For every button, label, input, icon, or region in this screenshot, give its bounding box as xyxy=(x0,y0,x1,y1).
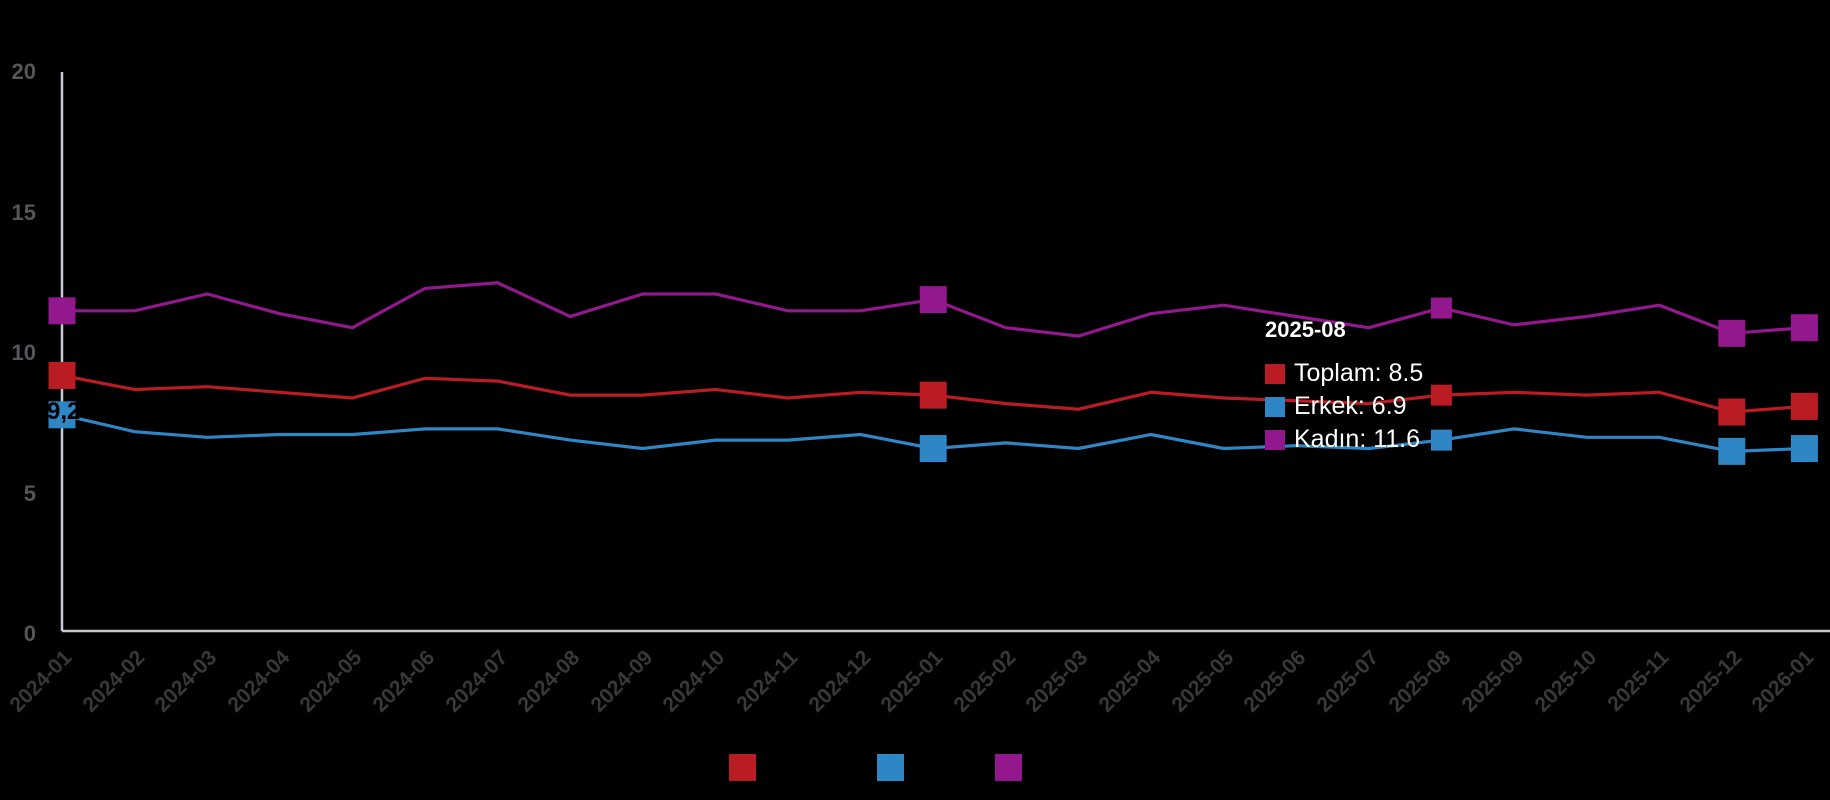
marker-erkek-2026-01[interactable] xyxy=(1790,435,1818,463)
legend-toplam-swatch-icon xyxy=(729,754,756,781)
legend-item-erkek[interactable]: Erkek xyxy=(877,754,973,781)
tooltip-value-kadin: Kadın: 11.6 xyxy=(1294,425,1421,453)
legend-item-kadin[interactable]: Kadın xyxy=(995,754,1093,781)
marker-erkek-2024-01[interactable] xyxy=(48,401,76,429)
legend-kadin-swatch-icon xyxy=(995,754,1022,781)
legend-label-toplam: Toplam xyxy=(764,754,842,781)
marker-kadın-2025-12[interactable] xyxy=(1718,319,1746,347)
hover-marker-kadın-2025-08[interactable] xyxy=(1430,297,1452,319)
y-axis-label-20: 20 xyxy=(11,59,36,84)
legend-label-kadin: Kadın xyxy=(1030,754,1093,781)
marker-kadın-2024-01[interactable] xyxy=(48,297,76,325)
y-axis-label-0: 0 xyxy=(23,621,36,646)
hover-marker-erkek-2025-08[interactable] xyxy=(1430,429,1452,451)
legend-label-erkek: Erkek xyxy=(912,754,974,781)
marker-kadın-2025-01[interactable] xyxy=(919,286,947,314)
erkek-series-swatch-icon xyxy=(1265,396,1285,417)
y-axis-label-10: 10 xyxy=(11,340,36,365)
marker-toplam-2025-01[interactable] xyxy=(919,381,947,409)
toplam-series-swatch-icon xyxy=(1265,363,1285,384)
marker-kadın-2026-01[interactable] xyxy=(1790,314,1818,342)
marker-toplam-2024-01[interactable] xyxy=(48,361,76,389)
y-axis-label-5: 5 xyxy=(23,480,36,506)
tooltip-value-erkek: Erkek: 6.9 xyxy=(1294,392,1407,420)
tooltip-row-kadin: Kadın: 11.6 xyxy=(1265,423,1423,456)
tooltip-value-toplam: Toplam: 8.5 xyxy=(1294,359,1424,387)
tooltip-row-toplam: Toplam: 8.5 xyxy=(1265,357,1423,390)
tooltip-row-erkek: Erkek: 6.9 xyxy=(1265,390,1423,423)
tooltip: 2025-08 Toplam: 8.5 Erkek: 6.9 Kadın: 11… xyxy=(1265,317,1423,456)
data-point-label: 9,2 xyxy=(47,398,81,425)
legend-item-toplam[interactable]: Toplam xyxy=(729,754,841,781)
marker-erkek-2025-12[interactable] xyxy=(1718,437,1746,465)
tooltip-title: 2025-08 xyxy=(1265,317,1346,342)
hover-marker-toplam-2025-08[interactable] xyxy=(1430,384,1452,406)
marker-toplam-2026-01[interactable] xyxy=(1790,392,1818,420)
marker-erkek-2025-01[interactable] xyxy=(919,435,947,463)
marker-toplam-2025-12[interactable] xyxy=(1718,398,1746,426)
y-axis-label-15: 15 xyxy=(11,199,36,225)
legend-erkek-swatch-icon xyxy=(877,754,904,781)
kadin-series-swatch-icon xyxy=(1265,429,1285,450)
